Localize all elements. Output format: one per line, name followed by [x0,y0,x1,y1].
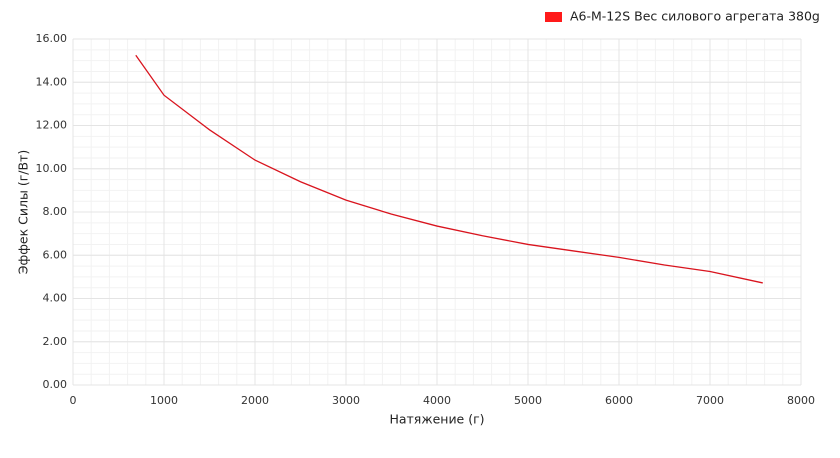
x-axis-title: Натяжение (г) [389,412,484,427]
y-tick-label: 16.00 [36,32,68,45]
x-tick-label: 8000 [787,394,815,407]
x-tick-label: 6000 [605,394,633,407]
x-tick-label: 5000 [514,394,542,407]
legend-label: A6-M-12S Вес силового агрегата 380g [570,9,820,24]
y-axis-title: Эффек Силы (г/Вт) [16,150,31,274]
y-tick-label: 4.00 [43,292,68,305]
legend-swatch [545,12,562,22]
x-tick-label: 4000 [423,394,451,407]
x-tick-label: 0 [70,394,77,407]
x-tick-label: 3000 [332,394,360,407]
y-tick-label: 14.00 [36,75,68,88]
data-line [135,54,763,284]
y-tick-label: 10.00 [36,162,68,175]
y-tick-label: 0.00 [43,378,68,391]
y-tick-label: 2.00 [43,335,68,348]
x-tick-label: 2000 [241,394,269,407]
y-tick-label: 12.00 [36,119,68,132]
y-tick-label: 6.00 [43,248,68,261]
x-tick-label: 1000 [150,394,178,407]
x-tick-label: 7000 [696,394,724,407]
y-tick-label: 8.00 [43,205,68,218]
